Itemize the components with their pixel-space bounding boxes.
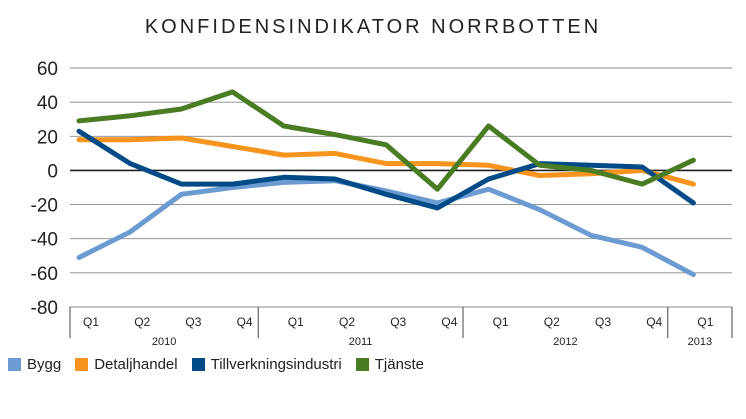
x-tick-label: Q1 bbox=[697, 315, 713, 329]
series-line-tjänste bbox=[76, 89, 696, 192]
legend-swatch bbox=[355, 358, 369, 371]
x-tick-label: Q2 bbox=[339, 315, 355, 329]
data-point bbox=[281, 153, 286, 158]
legend: Bygg Detaljhandel Tillverkningsindustri Tjä… bbox=[8, 356, 438, 373]
data-point bbox=[230, 182, 235, 187]
x-tick-label: Q3 bbox=[390, 315, 406, 329]
data-point bbox=[537, 163, 542, 168]
data-point bbox=[77, 129, 82, 134]
data-point bbox=[486, 176, 491, 181]
legend-swatch bbox=[75, 358, 89, 371]
y-tick-label: -40 bbox=[31, 230, 58, 251]
x-tick-label: Q4 bbox=[646, 315, 662, 329]
data-point bbox=[179, 106, 184, 111]
data-point bbox=[435, 187, 440, 192]
data-point bbox=[435, 161, 440, 166]
data-point bbox=[384, 161, 389, 166]
data-point bbox=[128, 161, 133, 166]
data-point bbox=[281, 175, 286, 180]
data-point bbox=[179, 182, 184, 187]
data-point bbox=[230, 89, 235, 94]
data-point bbox=[281, 180, 286, 185]
chart-title: KONFIDENSINDIKATOR NORRBOTTEN bbox=[144, 16, 602, 38]
data-point bbox=[589, 168, 594, 173]
legend-item: Detaljhandel bbox=[75, 356, 178, 373]
x-tick-label: Q3 bbox=[595, 315, 611, 329]
series-line-tillverkningsindustri bbox=[76, 128, 696, 211]
data-point bbox=[640, 182, 645, 187]
y-tick-label: 60 bbox=[37, 59, 58, 80]
axis-layer: 60 40 20 0 -20 -40 -60 -80 Q1 Q2 Q3 Q4 Q1 Q2 Q3 Q4 Q1 Q2 Q… bbox=[31, 59, 733, 348]
x-tick-label: Q4 bbox=[441, 315, 457, 329]
legend-swatch bbox=[191, 358, 205, 371]
data-point bbox=[384, 142, 389, 147]
data-point bbox=[589, 233, 594, 238]
legend-label: Tjänste bbox=[374, 356, 424, 373]
x-tick-label: Q3 bbox=[185, 315, 201, 329]
x-tick-label: Q1 bbox=[288, 315, 304, 329]
legend-item: Tillverkningsindustri bbox=[191, 356, 342, 373]
data-point bbox=[179, 192, 184, 197]
legend-item: Tjänste bbox=[355, 356, 424, 373]
x-year-label: 2013 bbox=[688, 336, 712, 348]
data-point bbox=[77, 137, 82, 142]
data-point bbox=[333, 151, 338, 156]
legend-label: Bygg bbox=[27, 356, 62, 373]
series-layer bbox=[76, 89, 696, 278]
data-point bbox=[128, 229, 133, 234]
legend-swatch bbox=[8, 358, 21, 371]
data-point bbox=[230, 144, 235, 149]
x-tick-label: Q4 bbox=[237, 315, 253, 329]
grid-layer bbox=[70, 67, 732, 308]
data-point bbox=[281, 124, 286, 129]
data-point bbox=[589, 163, 594, 168]
data-point bbox=[486, 124, 491, 129]
y-tick-label: 0 bbox=[47, 161, 58, 182]
data-point bbox=[435, 205, 440, 210]
legend-item: Bygg bbox=[8, 356, 61, 373]
data-point bbox=[128, 137, 133, 142]
x-year-label: 2012 bbox=[553, 336, 577, 348]
y-tick-label: -60 bbox=[31, 264, 58, 285]
x-tick-label: Q2 bbox=[134, 315, 150, 329]
x-tick-label: Q1 bbox=[83, 315, 99, 329]
data-point bbox=[128, 113, 133, 118]
data-point bbox=[537, 207, 542, 212]
x-year-label: 2011 bbox=[349, 336, 373, 348]
legend-label: Detaljhandel bbox=[94, 356, 178, 373]
data-point bbox=[486, 163, 491, 168]
data-point bbox=[77, 255, 82, 260]
data-point bbox=[384, 192, 389, 197]
series-line-detaljhandel bbox=[76, 135, 696, 187]
y-tick-label: 40 bbox=[37, 93, 58, 114]
y-tick-label: -80 bbox=[31, 298, 58, 319]
data-point bbox=[691, 200, 696, 205]
data-point bbox=[77, 118, 82, 123]
x-tick-label: Q1 bbox=[493, 315, 509, 329]
data-point bbox=[333, 132, 338, 137]
data-point bbox=[691, 272, 696, 277]
data-point bbox=[691, 182, 696, 187]
data-point bbox=[537, 173, 542, 178]
y-tick-label: -20 bbox=[31, 196, 58, 217]
data-point bbox=[640, 165, 645, 170]
legend-label: Tillverkningsindustri bbox=[210, 356, 342, 373]
data-point bbox=[333, 176, 338, 181]
data-point bbox=[691, 158, 696, 163]
x-year-label: 2010 bbox=[152, 336, 176, 348]
series-line-bygg bbox=[76, 178, 696, 278]
data-point bbox=[179, 135, 184, 140]
data-point bbox=[640, 245, 645, 250]
data-point bbox=[486, 187, 491, 192]
y-tick-label: 20 bbox=[37, 127, 58, 148]
x-tick-label: Q2 bbox=[544, 315, 560, 329]
